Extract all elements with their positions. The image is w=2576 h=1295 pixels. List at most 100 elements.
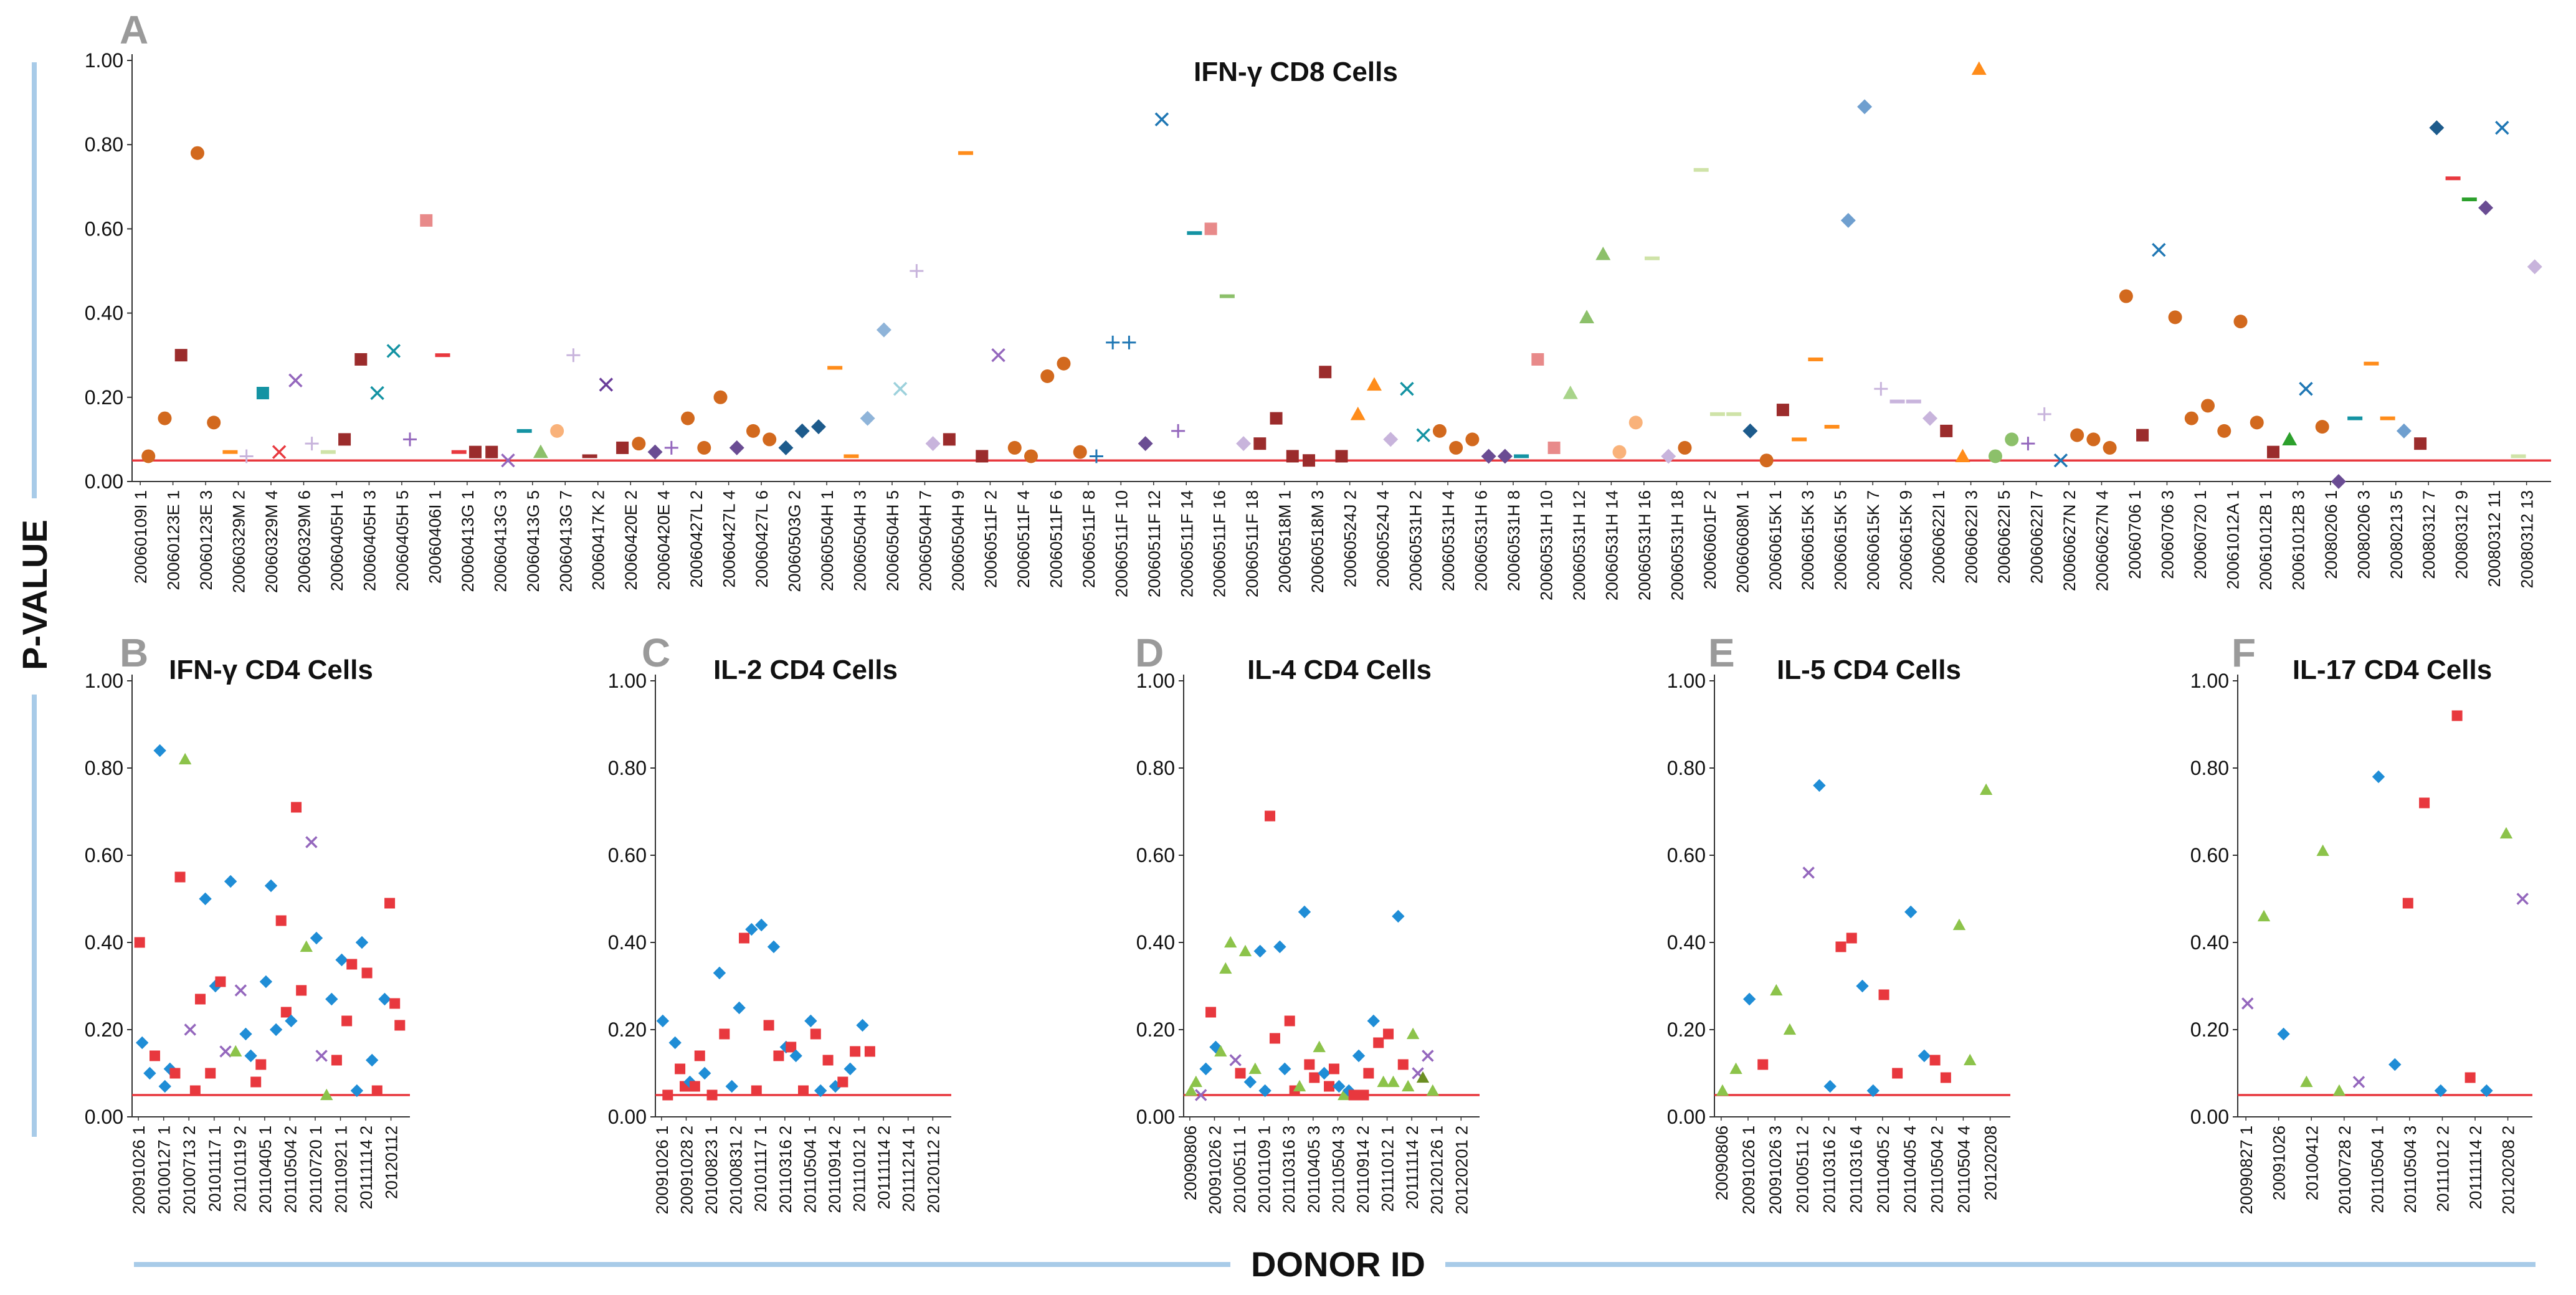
data-point-square [174,349,188,362]
data-point-circle [2119,289,2133,303]
y-tick-label: 0.20 [1667,1018,1706,1041]
data-point-triangle [1562,386,1578,399]
data-point-circle [2070,428,2084,442]
data-point-circle [2168,310,2182,325]
data-point-diamond [1278,1062,1291,1076]
y-tick-label: 0.00 [85,470,123,493]
y-tick-label: 0.00 [85,1106,123,1128]
data-point-triangle [1971,61,1987,75]
y-tick-label: 1.00 [85,670,123,692]
data-point-square [1348,1089,1359,1101]
data-point-square [1757,1059,1769,1070]
x-tick-label: 20060504H 7 [916,490,934,591]
x-tick-label: 20120112 [383,1126,401,1199]
x-tick-label: 20110504 3 [1329,1126,1347,1213]
data-point-diamond [365,1053,379,1067]
data-point-dash [1889,399,1905,404]
x-tick-label: 20120208 2 [2499,1126,2518,1215]
data-point-diamond [350,1084,364,1098]
data-point-x [2495,120,2509,135]
y-tick-label: 0.60 [608,844,647,866]
data-point-diamond [1243,1075,1257,1089]
data-point-circle [697,440,711,455]
y-tick-label: 0.80 [608,757,647,779]
panel-d: D IL-4 CD4 Cells 0.00 0.20 0.40 0.60 0.80 1.00 2… [1135,630,1480,1215]
x-tick-label: 20060427L 4 [720,490,739,588]
data-point-diamond [856,1018,869,1032]
data-point-square [675,1063,686,1074]
data-point-circle [763,432,777,447]
data-point-triangle [1964,1053,1977,1066]
x-tick-label: 20110921 1 [332,1126,351,1213]
x-tick-label: 20060329M 6 [295,490,313,593]
x-tick-label: 20110504 1 [2368,1126,2387,1213]
y-tick-label: 0.20 [85,386,123,409]
data-point-circle [1040,369,1055,383]
data-point-circle [2086,432,2101,447]
data-point-diamond [876,322,891,338]
data-point-square [943,433,956,446]
x-tick-label: 20060615K 5 [1832,490,1850,591]
data-point-diamond [725,1079,738,1093]
data-point-x [184,1023,196,1036]
chart-title: IFN-γ CD8 Cells [1194,57,1398,87]
data-point-square [976,450,989,463]
data-point-square [1929,1055,1941,1066]
data-point-triangle [2257,909,2271,922]
data-point-dash [320,450,336,454]
data-point-x [370,386,384,401]
data-point-diamond [1236,436,1252,452]
x-tick-label: 20060420E 2 [622,490,640,591]
x-tick-label: 20060622I 5 [1995,490,2013,584]
x-tick-label: 20120112 2 [924,1126,943,1213]
x-tick-label: 20060504H 1 [818,490,837,591]
x-tick-label: 20091026 1 [1739,1126,1758,1215]
x-tick-label: 20060405H 3 [360,490,379,591]
y-tick-label: 0.60 [1136,844,1175,866]
data-point-circle [2005,432,2019,447]
data-point-triangle [1219,962,1232,974]
data-point-diamond [698,1066,711,1080]
data-point-square [2419,797,2430,809]
x-tick-label: 20111214 1 [900,1126,918,1212]
data-point-diamond [1138,436,1153,452]
data-point-triangle [300,940,313,952]
data-point-diamond [1661,448,1676,464]
x-tick-label: 20101109 1 [1255,1126,1274,1213]
data-point-dash [1808,357,1823,361]
x-tick-label: 20060531H 2 [1407,490,1425,591]
x-tick-label: 20060504H 3 [851,490,870,591]
data-point-x [1194,1089,1207,1101]
data-point-dash [844,454,859,458]
data-point-dash [2511,454,2526,458]
data-point-diamond [1253,944,1267,958]
x-tick-label: 20060622I 7 [2028,490,2046,584]
panel-letter: B [120,630,148,675]
data-point-square [1383,1028,1394,1040]
data-point-diamond [2527,259,2542,275]
x-tick-label: 20060420E 4 [655,490,673,591]
data-point-triangle [1224,936,1237,948]
x-tick-label: 20110914 2 [825,1126,844,1213]
data-point-square [1846,932,1857,944]
data-point-diamond [239,1027,252,1041]
data-point-diamond [335,953,348,967]
data-point-triangle [1214,1045,1227,1057]
data-point-square [1253,437,1267,450]
data-point-x [386,344,401,358]
data-point-diamond [789,1049,802,1063]
x-tick-label: 20060622I 1 [1929,490,1948,584]
data-point-square [1373,1037,1384,1048]
data-point-diamond [136,1036,149,1050]
data-point-square [1878,989,1889,1000]
x-tick-label: 20060504H 9 [949,490,967,591]
data-point-square [250,1076,262,1088]
data-point-plus [1106,335,1120,349]
data-point-square [837,1076,848,1088]
data-point-diamond [778,440,794,455]
y-tick-label: 0.40 [2190,931,2229,954]
data-point-triangle [320,1088,333,1101]
y-tick-label: 1.00 [85,49,123,72]
data-point-x [1400,382,1414,396]
data-point-circle [713,390,728,404]
